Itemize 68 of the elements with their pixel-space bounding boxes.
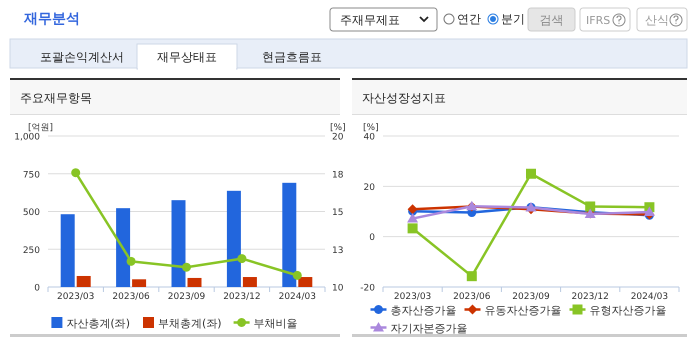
chart-title: 주요재무항목	[20, 91, 92, 105]
y2-tick-label: 13	[332, 246, 344, 256]
text: 주재무제표	[340, 13, 400, 27]
y-tick-label: 750	[22, 170, 40, 180]
bar	[242, 277, 257, 287]
text: 재무상태표	[157, 50, 217, 64]
y-tick-label: 0	[369, 233, 376, 244]
bar	[282, 182, 296, 287]
bar	[172, 200, 186, 287]
legend-label: 부채총계(좌)	[158, 317, 222, 330]
y2-tick-label: 18	[332, 170, 344, 180]
y-tick-label: 250	[22, 246, 40, 256]
point	[408, 223, 418, 234]
legend-label: 자기자본증가율	[390, 322, 468, 335]
text: 검색	[540, 13, 564, 27]
x-tick-label: 2023/09	[512, 292, 550, 302]
x-tick-label: 2023/03	[57, 292, 94, 302]
bar	[60, 214, 75, 287]
bar	[76, 276, 91, 287]
text: IFRS	[586, 14, 610, 27]
text: 연간	[457, 12, 481, 26]
text: 재무분석	[23, 11, 80, 27]
x-tick-label: 2024/03	[630, 292, 668, 302]
point	[126, 256, 136, 266]
x-tick-label: 2024/03	[278, 292, 316, 302]
y-axis-title: [억원]	[28, 123, 54, 133]
point	[237, 254, 246, 264]
point	[526, 168, 536, 179]
y-tick-label: 40	[364, 132, 376, 142]
x-tick-label: 2023/06	[453, 292, 491, 302]
bar	[132, 279, 146, 287]
point	[407, 213, 418, 223]
bar	[116, 208, 130, 287]
text: 분기	[501, 12, 525, 26]
point	[644, 206, 655, 216]
y-tick-label: 20	[364, 182, 376, 193]
point	[585, 201, 596, 212]
point	[408, 204, 418, 214]
legend-label: 총자산증가율	[390, 304, 456, 317]
bar	[298, 277, 312, 287]
legend-label: 유동자산증가율	[484, 304, 562, 317]
text: 포괄손익계산서	[40, 50, 124, 64]
y-tick-label: 1,000	[14, 132, 40, 142]
x-tick-label: 2023/03	[394, 292, 432, 302]
x-tick-label: 2023/06	[112, 292, 150, 302]
legend-label: 유형자산증가율	[590, 304, 666, 317]
text: 현금흐름표	[262, 50, 322, 64]
legend-label: 부채비율	[254, 317, 298, 330]
text: 산식	[645, 13, 669, 27]
y-tick-label: 500	[22, 208, 40, 218]
bar	[188, 278, 202, 287]
legend-label: 자산총계(좌)	[66, 317, 130, 330]
y2-tick-label: 20	[332, 132, 344, 142]
y2-tick-label: 15	[332, 208, 344, 218]
point	[292, 270, 302, 280]
y-tick-label: 0	[34, 284, 40, 294]
x-tick-label: 2023/12	[223, 292, 261, 302]
point	[466, 271, 477, 282]
y2-axis-title: [%]	[330, 123, 346, 133]
point	[182, 262, 191, 272]
x-tick-label: 2023/09	[168, 292, 206, 302]
y2-tick-label: 10	[332, 284, 344, 294]
point	[71, 168, 80, 178]
y-axis-title: [%]	[363, 123, 379, 133]
bar	[226, 190, 241, 287]
x-tick-label: 2023/12	[572, 292, 609, 302]
y-tick-label: -20	[360, 284, 376, 294]
chart-title: 자산성장성지표	[362, 91, 446, 105]
